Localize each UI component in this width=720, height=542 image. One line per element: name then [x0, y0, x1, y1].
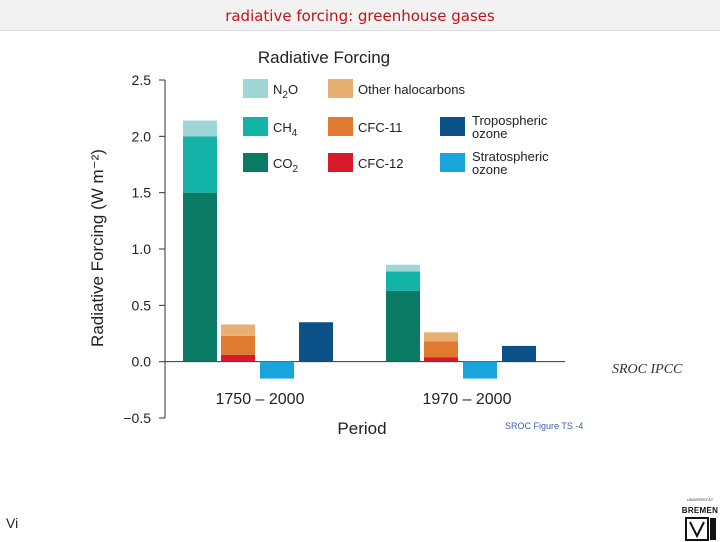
chart-title: Radiative Forcing [258, 48, 390, 67]
y-tick-label: 2.0 [132, 128, 152, 144]
legend-label: CH4 [273, 120, 298, 139]
y-tick-label: −0.5 [123, 410, 151, 426]
bar-segment [424, 341, 458, 358]
footer-initials: Vi [6, 515, 19, 531]
bar-segment [299, 322, 333, 362]
x-axis-title: Period [337, 419, 386, 438]
legend-label: CFC-11 [358, 120, 403, 135]
legend-swatch [328, 79, 353, 98]
x-category-label: 1750 – 2000 [216, 391, 305, 408]
bar-segment [424, 357, 458, 362]
y-axis-title: Radiative Forcing (W m⁻²) [88, 149, 107, 347]
y-tick-label: 2.5 [132, 72, 152, 88]
bar-segment [386, 264, 420, 272]
bar-segment [260, 361, 294, 379]
y-tick-label: 1.0 [132, 241, 152, 257]
figure-note: SROC Figure TS -4 [505, 421, 583, 431]
bar-segment [221, 324, 255, 336]
bar-segment [502, 345, 536, 362]
legend-swatch [440, 117, 465, 136]
legend-swatch [243, 117, 268, 136]
legend-label: CO2 [273, 156, 299, 175]
y-tick-label: 1.5 [132, 185, 152, 201]
bar-segment [221, 335, 255, 355]
bar-segment [386, 290, 420, 362]
logo-text: BREMEN [681, 506, 719, 515]
legend-label: Tropospheric [472, 113, 548, 128]
legend-swatch [243, 153, 268, 172]
legend-label: CFC-12 [358, 156, 404, 171]
y-tick-label: 0.5 [132, 297, 152, 313]
source-credit: SROC IPCC [612, 362, 683, 377]
bar-segment [183, 192, 217, 362]
legend-label: ozone [472, 126, 507, 141]
legend-label: N2O [273, 82, 298, 101]
bar-segment [386, 271, 420, 291]
legend-label: ozone [472, 162, 507, 177]
legend-swatch [243, 79, 268, 98]
slide-title-bar: radiative forcing: greenhouse gases [0, 0, 720, 31]
legend-label: Other halocarbons [358, 82, 465, 97]
legend-swatch [328, 153, 353, 172]
logo-emblem [685, 517, 716, 541]
bar-segment [183, 136, 217, 193]
slide-title: radiative forcing: greenhouse gases [225, 7, 495, 25]
bar-segment [221, 354, 255, 362]
y-tick-label: 0.0 [132, 354, 152, 370]
legend-label: Stratospheric [472, 149, 549, 164]
bar-segment [183, 120, 217, 137]
university-logo: UNIVERSITÄT BREMEN [680, 496, 720, 541]
legend-swatch [440, 153, 465, 172]
bar-segment [424, 332, 458, 342]
bar-segment [463, 361, 497, 379]
x-category-label: 1970 – 2000 [423, 391, 512, 408]
logo-small-text: UNIVERSITÄT [686, 497, 714, 502]
legend-swatch [328, 117, 353, 136]
